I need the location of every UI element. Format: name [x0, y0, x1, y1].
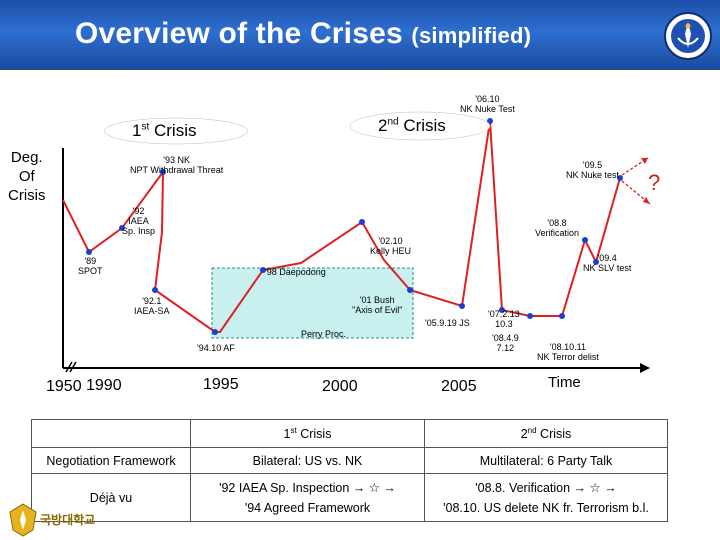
event-label-06: '06.10 NK Nuke Test: [460, 94, 515, 114]
event-label-08-4: '08.4.9 7.12: [492, 333, 519, 353]
event-point: [119, 225, 125, 231]
engagement-period-box: [211, 267, 414, 339]
event-label-94-af: '94.10 AF: [197, 343, 235, 353]
event-point: [593, 259, 599, 265]
event-label-92-inspection: '92 IAEA Sp. Insp: [122, 206, 156, 236]
event-point: [559, 313, 565, 319]
table-cell: Bilateral: US vs. NK: [190, 447, 425, 474]
table-cell: '92 IAEA Sp. Inspection → ☆ → '94 Agreed…: [190, 473, 425, 522]
y-axis-label: Deg. Of Crisis: [8, 149, 46, 204]
event-label-98: '98 Daepodong: [265, 267, 326, 277]
year-tick-1990: 1990: [86, 377, 122, 394]
title-bar: Overview of the Crises (simplified): [0, 0, 720, 70]
table-row: Negotiation Framework Bilateral: US vs. …: [31, 447, 668, 474]
event-label-09-5: '09.5 NK Nuke test: [566, 160, 620, 180]
table-header-row: 1st Crisis 2nd Crisis: [31, 419, 668, 448]
table-cell: Déjà vu: [31, 473, 191, 522]
event-label-93: '93 NK NPT Withdrawal Threat: [130, 155, 224, 175]
event-point: [617, 175, 623, 181]
question-mark: ?: [648, 170, 661, 195]
year-tick-1995: 1995: [203, 376, 239, 393]
table-cell: Negotiation Framework: [31, 447, 191, 474]
event-point: [459, 303, 465, 309]
event-point: [359, 219, 365, 225]
event-point: [487, 118, 493, 124]
year-tick-1950: 1950: [46, 378, 82, 395]
event-label-07: '07.2.13 10.3: [488, 309, 520, 329]
event-point: [582, 237, 588, 243]
event-label-09-4: '09.4 NK SLV test: [583, 253, 632, 273]
table-cell: '08.8. Verification → ☆ → '08.10. US del…: [424, 473, 668, 522]
x-axis-arrow: [640, 363, 650, 373]
event-label-92-sa: '92.1 IAEA-SA: [134, 296, 170, 316]
table-header-empty: [31, 419, 191, 448]
table-header-crisis2: 2nd Crisis: [424, 419, 668, 448]
event-label-05: '05.9.19 JS: [425, 318, 470, 328]
table-header-crisis1: 1st Crisis: [190, 419, 425, 448]
event-point: [212, 329, 218, 335]
comparison-table: 1st Crisis 2nd Crisis Negotiation Framew…: [31, 419, 668, 522]
crisis-diagram: [62, 111, 651, 373]
crisis1-label: 1st Crisis: [132, 121, 197, 140]
event-point: [160, 169, 166, 175]
table-cell: Multilateral: 6 Party Talk: [424, 447, 668, 474]
event-label-08-10: '08.10.11 NK Terror delist: [537, 342, 599, 362]
table-row: Déjà vu '92 IAEA Sp. Inspection → ☆ → '9…: [31, 473, 668, 522]
year-tick-2000: 2000: [322, 378, 358, 395]
event-label-02: '02.10 Kelly HEU: [370, 236, 412, 256]
axis-break: [65, 361, 73, 373]
naval-academy-emblem-icon: [664, 12, 712, 60]
event-label-89: '89 SPOT: [78, 256, 103, 276]
event-point: [407, 287, 413, 293]
event-label-01: '01 Bush "Axis of Evil": [352, 295, 403, 315]
event-point: [527, 313, 533, 319]
event-label-perry: Perry Proc.: [301, 329, 347, 339]
event-point: [86, 249, 92, 255]
university-logo: 국방대학교: [6, 500, 126, 540]
crisis2-bubble: [349, 111, 491, 141]
x-axis-label: Time: [548, 374, 581, 391]
event-point: [260, 267, 266, 273]
axis-break: [69, 361, 77, 373]
crisis1-bubble: [103, 117, 249, 145]
university-emblem-icon: [9, 503, 37, 537]
event-label-08-8: '08.8 Verification: [535, 218, 580, 238]
slide-title: Overview of the Crises (simplified): [75, 17, 532, 50]
event-point: [499, 307, 505, 313]
event-point: [152, 287, 158, 293]
crisis2-label: 2nd Crisis: [378, 116, 446, 135]
year-tick-2005: 2005: [441, 378, 477, 395]
logo-text: 국방대학교: [40, 513, 96, 527]
